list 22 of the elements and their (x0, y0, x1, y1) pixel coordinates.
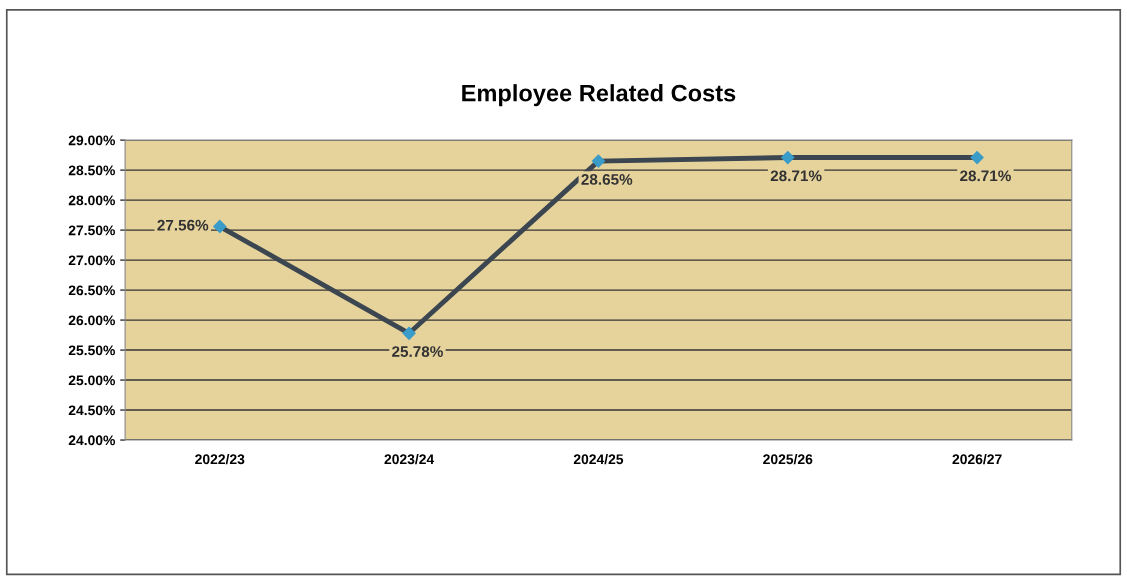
y-tick-label: 27.00% (68, 255, 116, 266)
x-tick-label: 2022/23 (195, 453, 245, 465)
y-tick-label: 26.00% (68, 315, 116, 326)
y-tick-label: 28.00% (68, 195, 116, 206)
y-tick-label: 25.50% (68, 345, 116, 356)
data-label: 28.71% (960, 170, 1011, 182)
data-label: 25.78% (392, 346, 443, 357)
y-tick-label: 27.50% (68, 225, 116, 236)
x-tick-label: 2024/25 (573, 453, 624, 465)
data-label: 27.56% (157, 219, 209, 231)
chart-title: Employee Related Costs (462, 84, 736, 107)
x-tick-label: 2025/26 (763, 453, 813, 465)
x-tick-label: 2023/24 (384, 453, 435, 465)
y-tick-label: 28.50% (68, 165, 116, 176)
data-label: 28.71% (770, 170, 822, 182)
y-tick-label: 25.00% (68, 375, 116, 386)
y-tick-label: 24.00% (68, 435, 116, 446)
data-label: 28.65% (581, 174, 633, 185)
x-tick-label: 2026/27 (952, 453, 1002, 465)
y-tick-label: 24.50% (68, 405, 116, 416)
y-tick-label: 29.00% (68, 135, 116, 146)
y-tick-label: 26.50% (68, 285, 116, 296)
